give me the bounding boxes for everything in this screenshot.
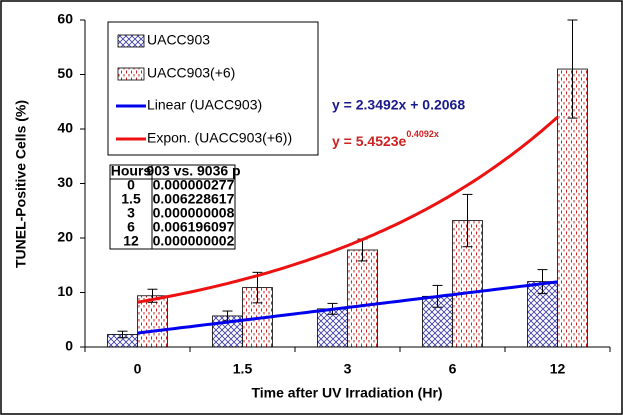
- x-tick-label: 6: [449, 361, 457, 377]
- legend-swatch: [117, 34, 145, 48]
- table-cell: 0.000000002: [153, 233, 235, 249]
- table-cell: 0.000000008: [153, 205, 235, 221]
- equation: y = 5.4523e0.4092x: [332, 129, 439, 148]
- legend-label: Expon. (UACC903(+6)): [147, 130, 292, 146]
- legend-label: UACC903: [147, 32, 210, 48]
- table-cell: 3: [127, 205, 135, 221]
- trendline: [137, 115, 559, 304]
- x-tick-label: 12: [550, 361, 566, 377]
- y-axis-title: TUNEL-Positive Cells (%): [13, 100, 29, 268]
- error-bar: [567, 19, 578, 119]
- table-cell: 6: [127, 219, 135, 235]
- x-tick-label: 1.5: [233, 361, 253, 377]
- table-cell: 0.006228617: [153, 191, 235, 207]
- equation-base: y = 5.4523e: [332, 133, 407, 149]
- equation: y = 2.3492x + 0.2068: [332, 97, 465, 113]
- bar: [137, 295, 168, 348]
- table-header: Hours: [111, 163, 152, 179]
- error-bar: [537, 269, 548, 295]
- legend-label: Linear (UACC903): [147, 97, 262, 113]
- error-bar: [462, 193, 473, 248]
- table-cell: 12: [123, 233, 139, 249]
- error-bar: [252, 271, 263, 304]
- legend-label: UACC903(+6): [147, 65, 235, 81]
- error-bar: [117, 330, 128, 339]
- bar: [347, 249, 378, 348]
- table-cell: 0: [127, 177, 135, 193]
- legend-swatch: [117, 67, 145, 81]
- table-cell: 0.000000277: [153, 177, 235, 193]
- table-cell: 0.006196097: [153, 219, 235, 235]
- table-cell: 1.5: [121, 191, 141, 207]
- y-tick-label: 10: [57, 283, 73, 299]
- trendline: [137, 280, 558, 335]
- bar: [317, 308, 348, 348]
- y-tick-label: 30: [57, 174, 73, 190]
- equation-exponent: 0.4092x: [406, 129, 439, 139]
- x-tick-label: 0: [134, 361, 142, 377]
- table-header: 903 vs. 9036 p: [146, 163, 240, 179]
- y-tick-label: 20: [57, 229, 73, 245]
- y-tick-label: 0: [65, 338, 73, 354]
- y-tick-label: 60: [57, 11, 73, 27]
- y-tick-label: 40: [57, 120, 73, 136]
- x-tick-label: 3: [344, 361, 352, 377]
- x-axis-title: Time after UV Irradiation (Hr): [251, 385, 442, 401]
- y-tick-label: 50: [57, 65, 73, 81]
